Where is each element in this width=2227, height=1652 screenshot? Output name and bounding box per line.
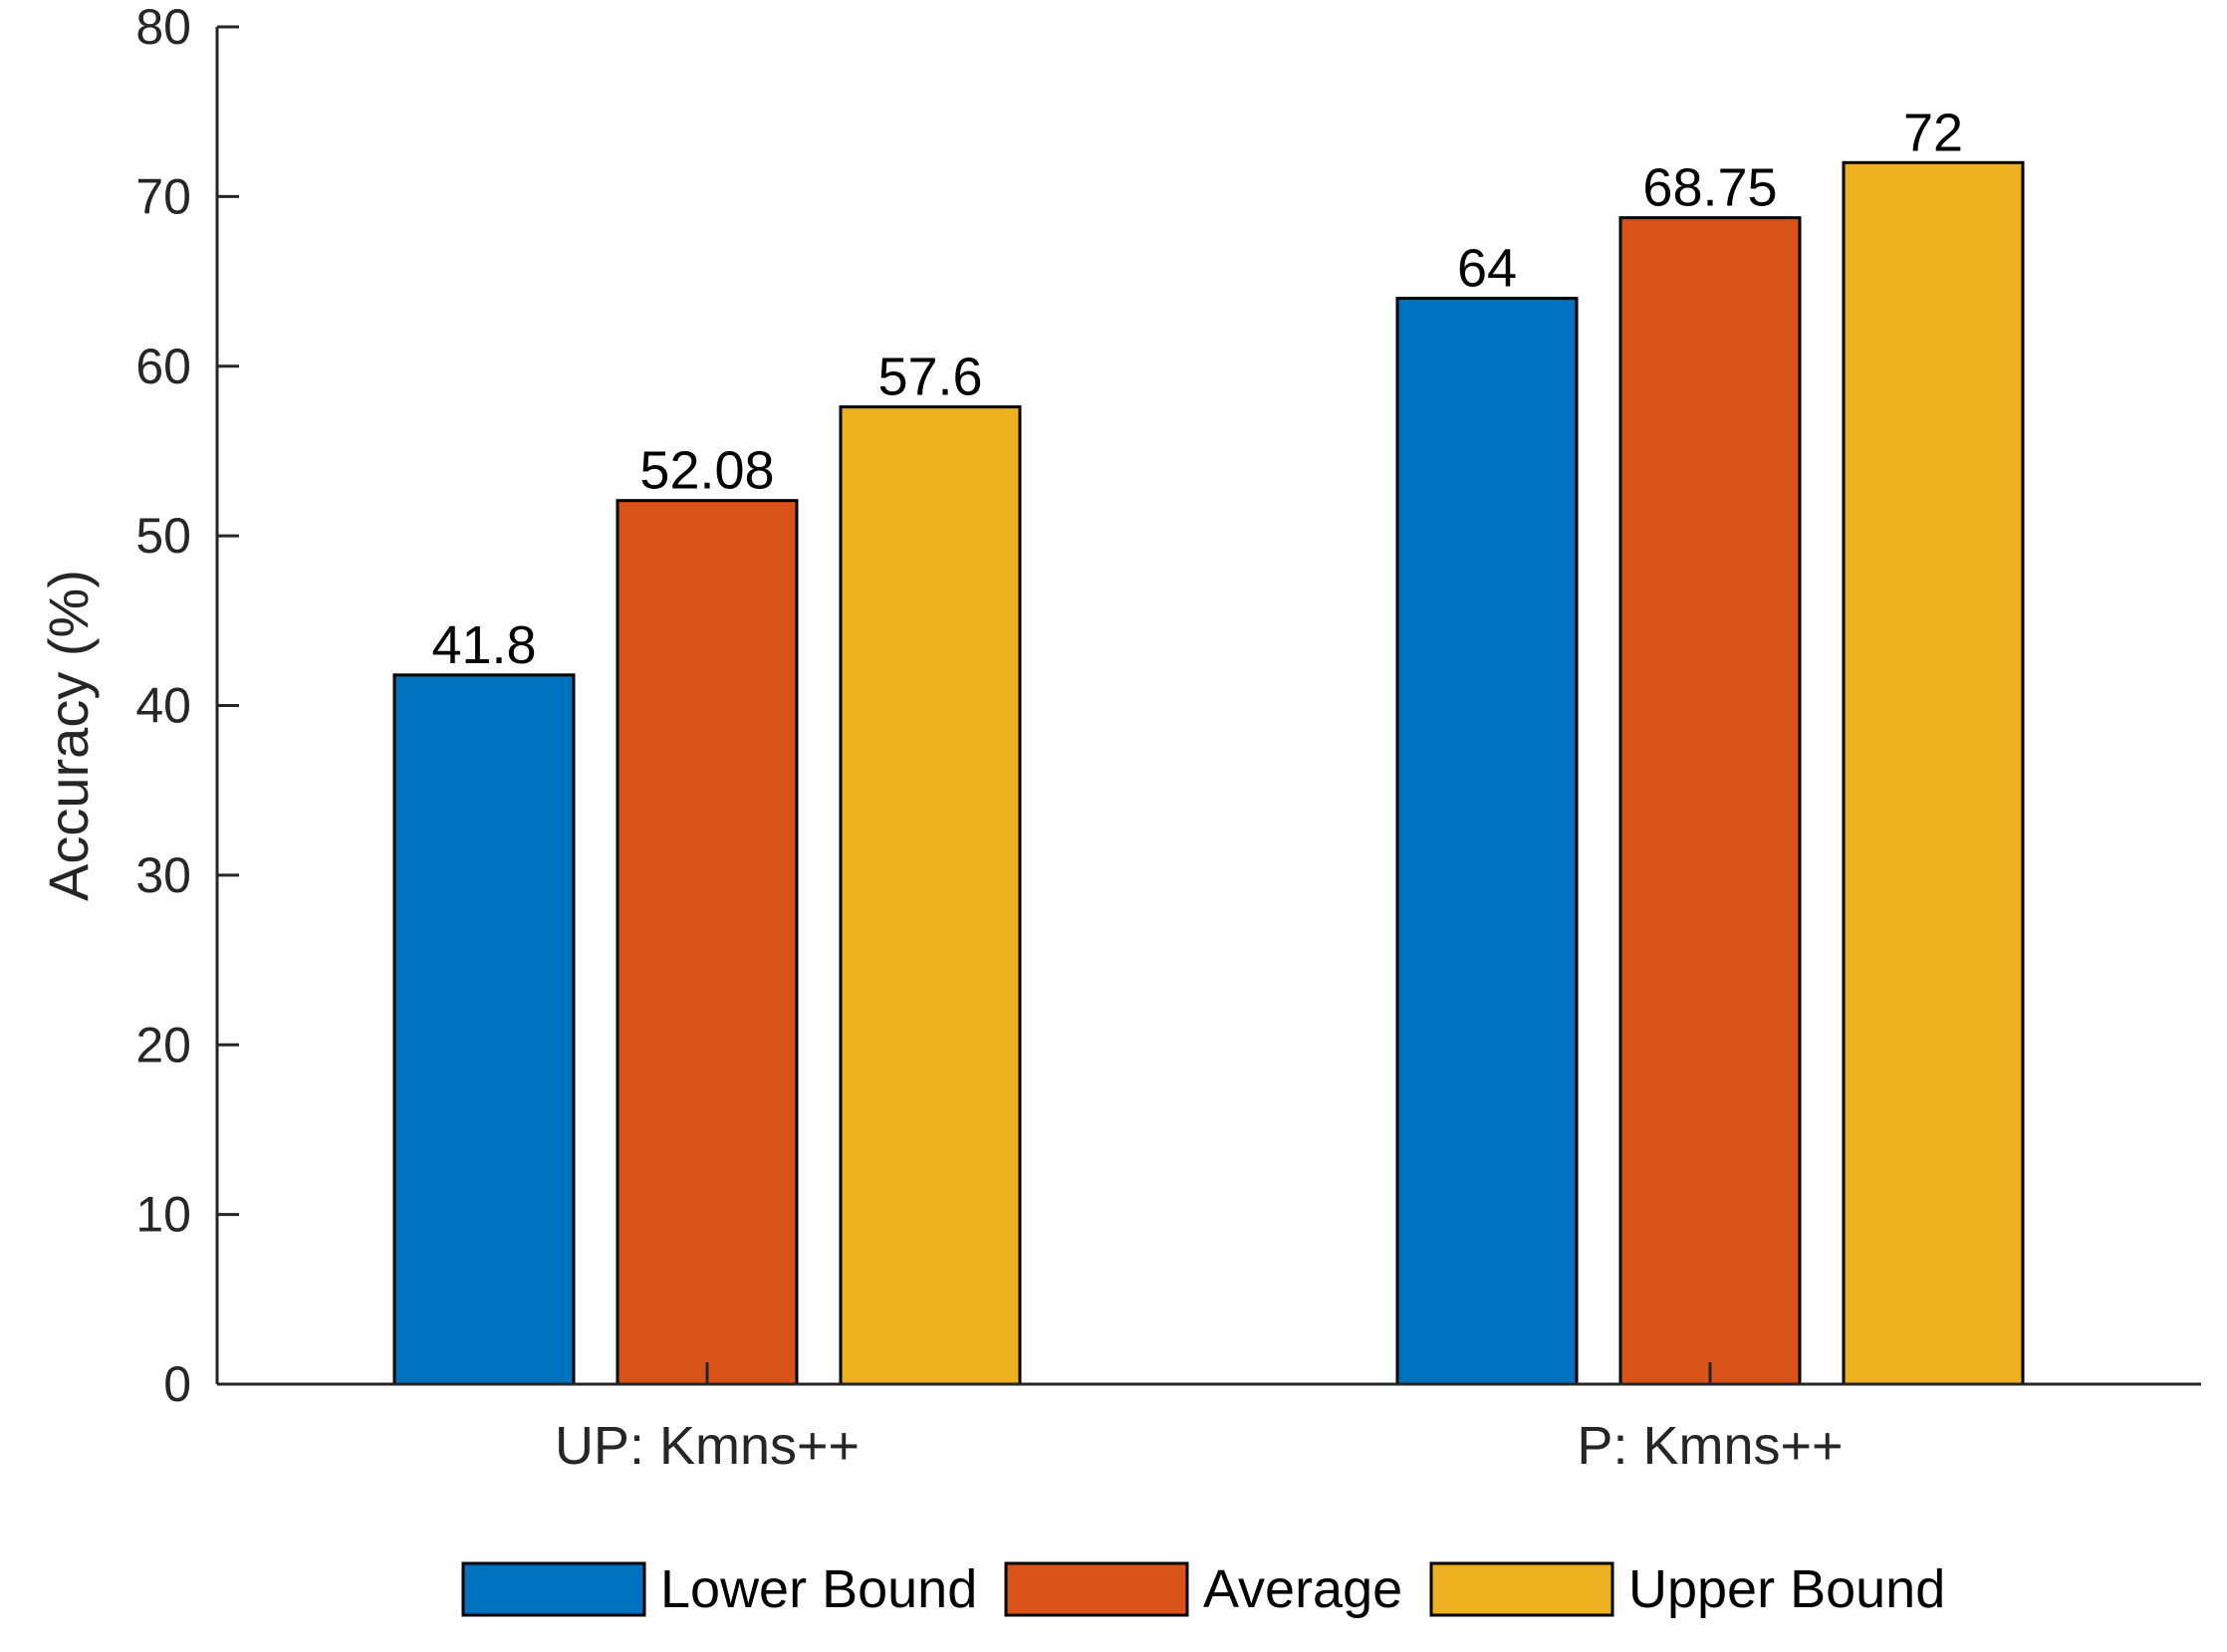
y-tick-label-40: 40 xyxy=(135,678,191,734)
data-label-average-up-kmns: 52.08 xyxy=(639,441,774,501)
bar-lower-bound-p-kmns xyxy=(1395,297,1579,1386)
bars-layer xyxy=(392,160,2025,1386)
bar-average-p-kmns xyxy=(1618,216,1802,1386)
legend-swatch-lower-bound xyxy=(461,1561,646,1617)
y-tick-label-50: 50 xyxy=(135,508,191,564)
bar-upper-bound-up-kmns xyxy=(839,405,1022,1386)
axes-layer: 0 10 20 30 40 50 60 70 80 UP: Kmns++ P: Kmns++ Accu… xyxy=(37,0,2201,1476)
legend-item-lower-bound[interactable]: Lower Bound xyxy=(461,1559,977,1619)
x-tick-label-p-kmns: P: Kmns++ xyxy=(1577,1416,1843,1476)
y-tick-label-60: 60 xyxy=(135,339,191,394)
data-label-lower-bound-up-kmns: 41.8 xyxy=(431,615,536,675)
legend-label-upper-bound: Upper Bound xyxy=(1628,1559,1945,1619)
legend-item-average[interactable]: Average xyxy=(1004,1559,1402,1619)
bar-upper-bound-p-kmns xyxy=(1842,160,2025,1386)
bar-average-up-kmns xyxy=(616,499,799,1386)
legend-swatch-upper-bound xyxy=(1429,1561,1614,1617)
bar-lower-bound-up-kmns xyxy=(392,673,576,1386)
legend[interactable]: Lower Bound Average Upper Bound xyxy=(461,1559,1945,1619)
data-label-upper-bound-up-kmns: 57.6 xyxy=(877,348,982,407)
data-label-upper-bound-p-kmns: 72 xyxy=(1903,103,1963,162)
data-label-average-p-kmns: 68.75 xyxy=(1642,158,1777,218)
data-label-lower-bound-p-kmns: 64 xyxy=(1457,239,1517,299)
legend-swatch-average xyxy=(1004,1561,1189,1617)
y-tick-label-30: 30 xyxy=(135,847,191,903)
y-tick-label-70: 70 xyxy=(135,168,191,224)
y-tick-label-80: 80 xyxy=(135,0,191,55)
labels-layer: 41.8 64 52.08 68.75 57.6 72 xyxy=(431,103,1963,675)
legend-item-upper-bound[interactable]: Upper Bound xyxy=(1429,1559,1945,1619)
y-axis-label: Accuracy (%) xyxy=(37,570,100,901)
legend-label-average: Average xyxy=(1203,1559,1402,1619)
y-tick-label-0: 0 xyxy=(163,1356,191,1412)
x-tick-label-up-kmns: UP: Kmns++ xyxy=(555,1416,860,1476)
legend-label-lower-bound: Lower Bound xyxy=(660,1559,977,1619)
y-tick-label-20: 20 xyxy=(135,1017,191,1072)
y-tick-label-10: 10 xyxy=(135,1187,191,1243)
